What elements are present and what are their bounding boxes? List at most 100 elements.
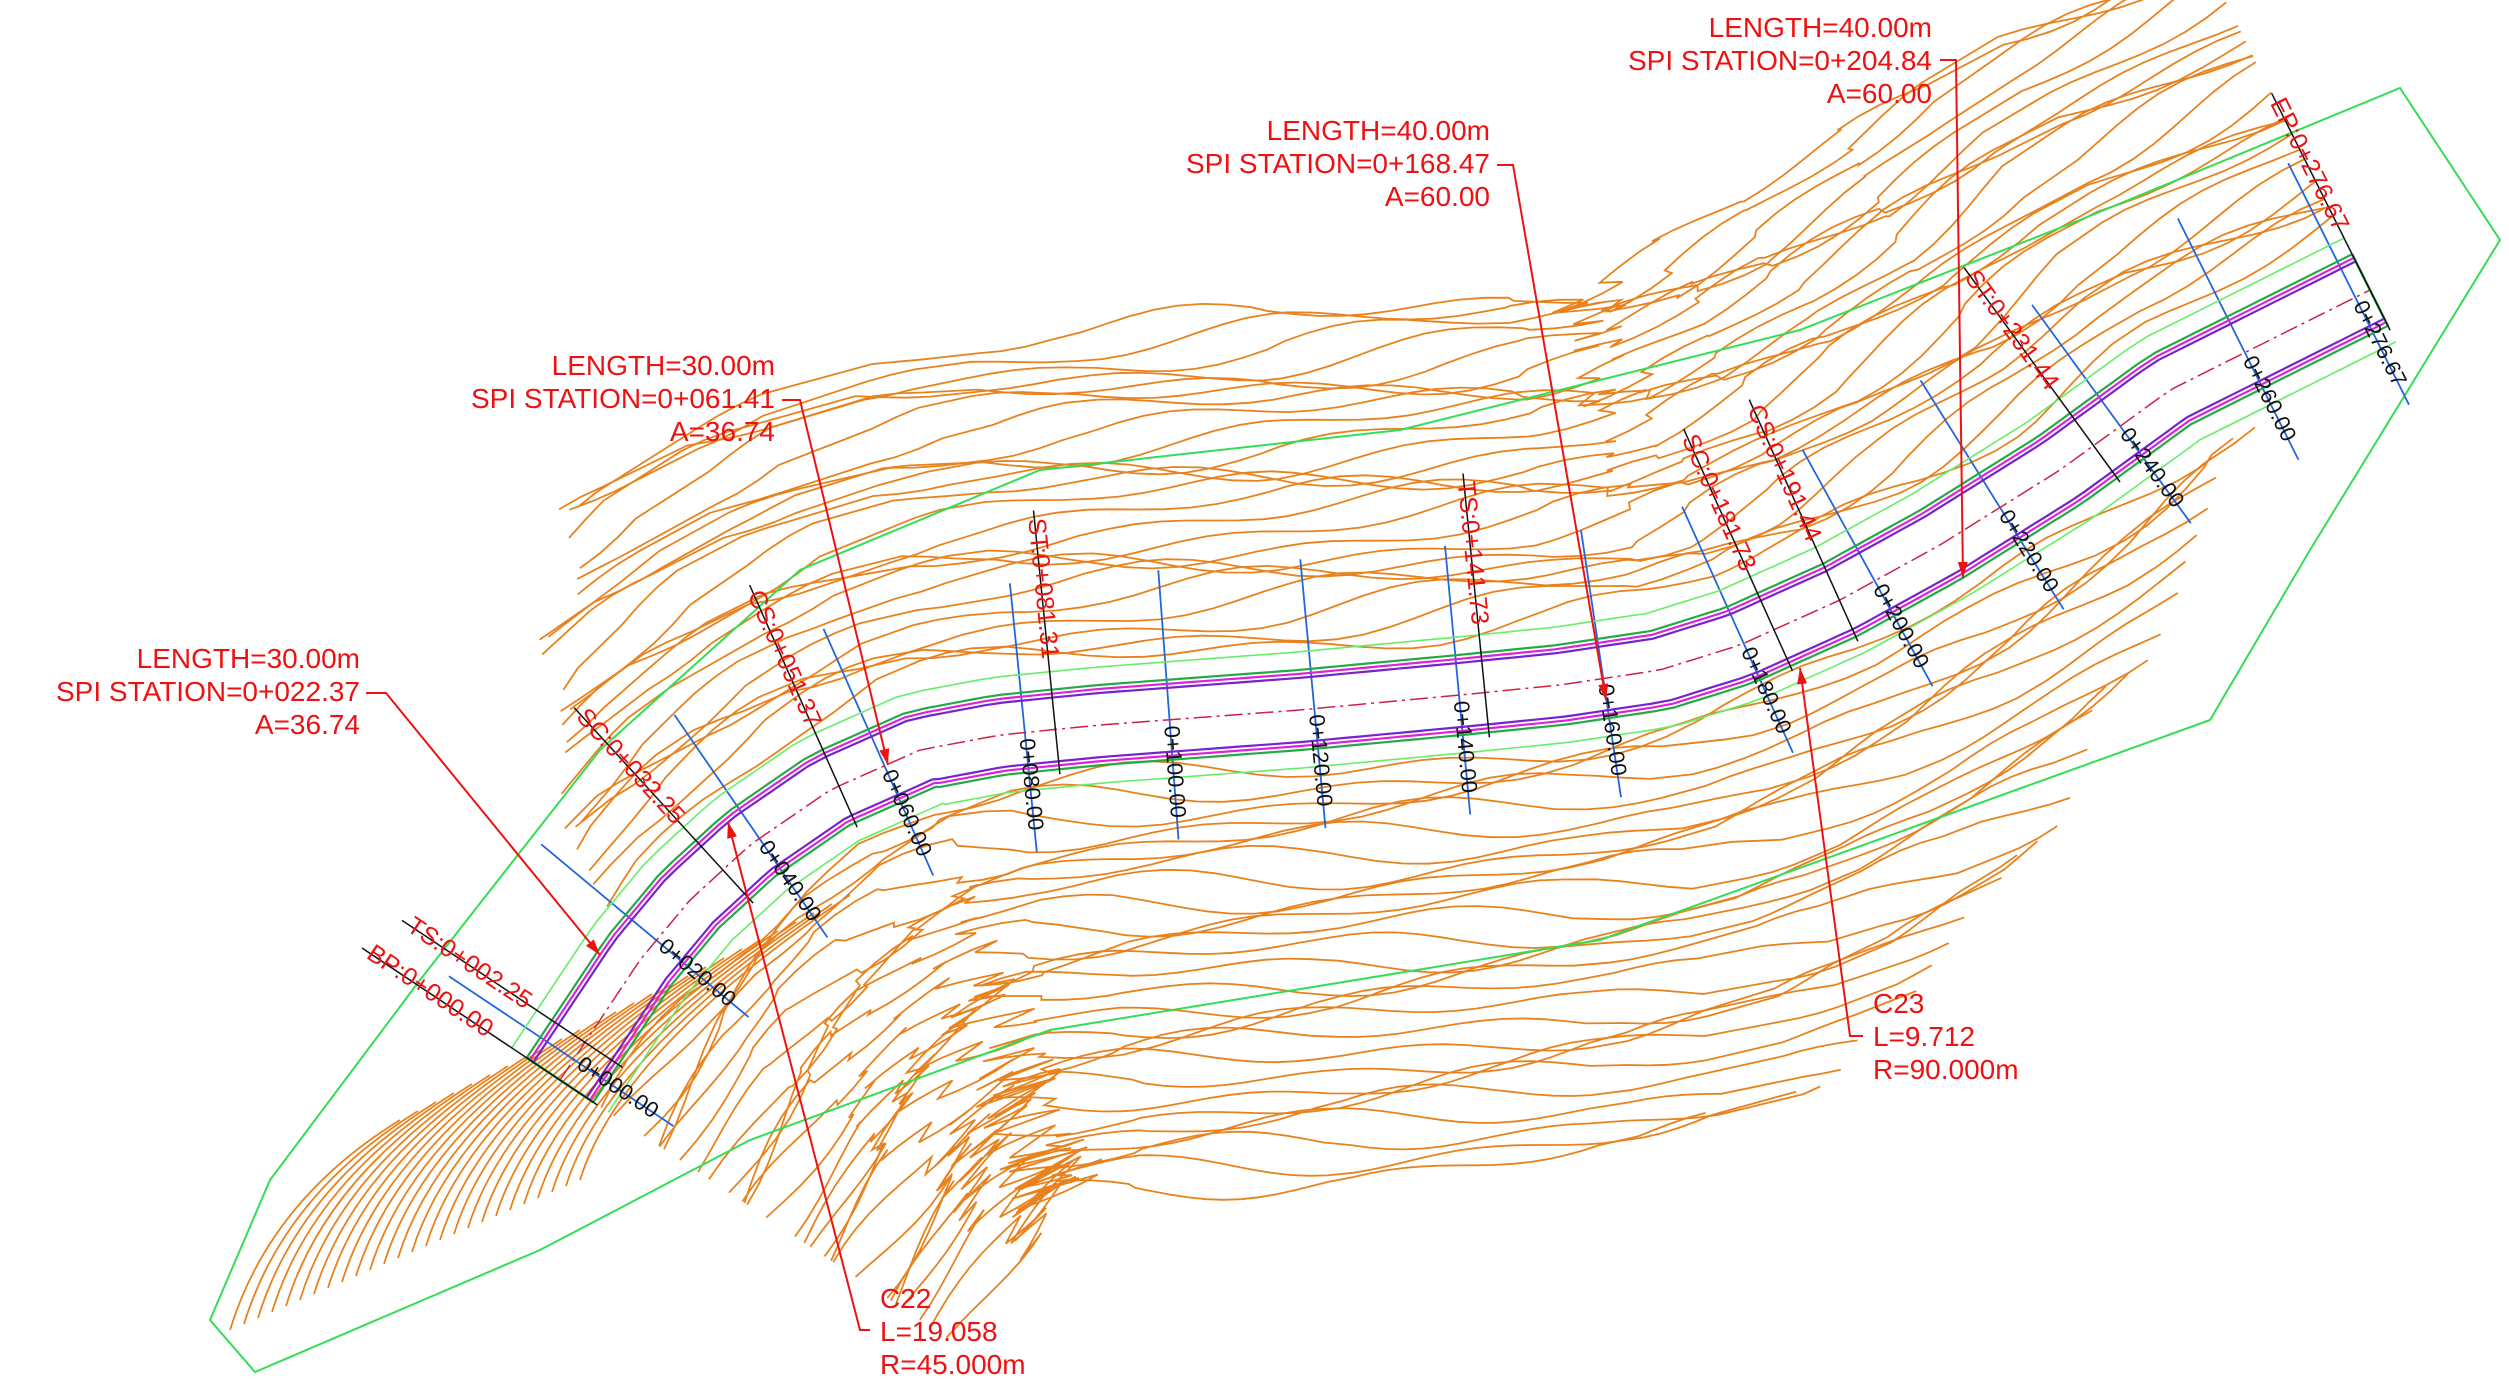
cross-section-line [1299, 559, 1327, 829]
leader-arrowhead [1598, 683, 1609, 700]
contour-line [299, 1074, 491, 1301]
contour-line [425, 993, 653, 1247]
road-edge-line [532, 260, 2357, 1063]
right-of-way-line [511, 237, 2345, 1049]
leader-line [366, 692, 601, 956]
contour-line [579, 894, 851, 1181]
contour-line [243, 1110, 419, 1325]
contour-line [495, 948, 743, 1217]
curve-annotation-c23: C23 L=9.712 R=90.000m [1873, 988, 2019, 1085]
contour-line [568, 0, 2127, 539]
contour-line [453, 975, 689, 1235]
contour-line [541, 54, 2253, 656]
contour-line [886, 964, 1933, 1299]
spiral-3-spi-station: SPI STATION=0+168.47 [1186, 148, 1490, 179]
contour-line [643, 455, 2216, 1137]
station-label: 0+080.00 [1015, 737, 1049, 831]
contour-line [569, 61, 2257, 711]
contour-line [612, 437, 2234, 1117]
contour-line [271, 1092, 455, 1313]
contour-line [565, 903, 833, 1187]
road-edge-line [525, 253, 2353, 1059]
spiral-2-length: LENGTH=30.00m [552, 350, 775, 381]
key-point-line [2270, 92, 2391, 331]
cross-section-line [1801, 449, 1934, 687]
spiral-3-length: LENGTH=40.00m [1267, 115, 1490, 146]
contour-line [581, 148, 2301, 822]
contour-line [369, 1029, 581, 1271]
contour-line [663, 476, 2217, 1150]
contour-line [697, 592, 2179, 1173]
curve-c23-name: C23 [1873, 988, 1924, 1019]
contour-line [577, 0, 2112, 508]
leader-arrowhead [586, 939, 600, 955]
contour-line [411, 1002, 635, 1253]
leader-arrowhead [1957, 561, 1968, 578]
road-alignment [511, 237, 2397, 1113]
cross-section-line [1444, 545, 1472, 815]
contour-line [832, 916, 1965, 1263]
contour-line [823, 854, 2018, 1257]
spiral-1-length: LENGTH=30.00m [137, 643, 360, 674]
curve-annotation-c22: C22 L=19.058 R=45.000m [880, 1283, 1026, 1380]
spiral-4-a-value: A=60.00 [1827, 78, 1932, 109]
key-point-line [1032, 510, 1061, 775]
contour-line [523, 930, 779, 1205]
cross-section-line [673, 714, 829, 938]
leader-line [1940, 59, 1964, 579]
curve-c23-radius: R=90.000m [1873, 1054, 2019, 1085]
key-point-line [361, 947, 598, 1106]
key-point-line [1963, 267, 2121, 483]
contour-line [560, 91, 2272, 712]
contour-line [579, 0, 2175, 570]
leader-arrowhead [1797, 668, 1808, 685]
contour-line [929, 1090, 1797, 1328]
key-point-line [1748, 399, 1859, 642]
key-point-label: TS:0+141.73 [1452, 480, 1494, 626]
contour-line [728, 659, 2149, 1194]
contour-line [397, 1011, 617, 1259]
contour-line [895, 990, 1917, 1305]
contour-line [945, 1112, 1706, 1339]
key-point-label: EP:0+276.67 [2264, 93, 2354, 235]
road-edge-line [585, 317, 2385, 1099]
contour-line [285, 1083, 473, 1307]
contour-lines [229, 0, 2334, 1339]
contour-line [900, 1068, 1841, 1309]
spiral-2-spi-station: SPI STATION=0+061.41 [471, 383, 775, 414]
cross-section-line [1681, 506, 1794, 754]
cross-section-line [448, 975, 674, 1127]
contour-line [313, 1065, 509, 1295]
contour-line [509, 939, 761, 1211]
contour-line [341, 1047, 545, 1283]
cross-section-line [1009, 583, 1038, 852]
leader-line [1799, 667, 1863, 1037]
contour-line [809, 840, 2039, 1248]
station-labels: 0+000.000+020.000+040.000+060.00 0+080.00… [573, 296, 2412, 1123]
leader-line [727, 821, 870, 1331]
contour-line [257, 1101, 437, 1319]
spiral-annotation-2: LENGTH=30.00m SPI STATION=0+061.41 A=36.… [471, 350, 775, 447]
spiral-4-spi-station: SPI STATION=0+204.84 [1628, 45, 1932, 76]
station-label: 0+000.00 [573, 1051, 664, 1123]
contour-line [561, 119, 2286, 726]
station-label: 0+120.00 [1304, 713, 1338, 807]
curve-c22-name: C22 [880, 1283, 931, 1314]
leader-arrowhead [879, 748, 890, 765]
station-label: 0+140.00 [1449, 700, 1483, 794]
contour-line [592, 198, 2325, 885]
contour-line [327, 1056, 527, 1289]
contour-line [765, 748, 2088, 1219]
contour-line [794, 797, 2071, 1238]
key-point-line [401, 919, 623, 1069]
survey-boundary [208, 86, 2502, 1374]
cross-section-line [1919, 379, 2065, 610]
cross-section-lines [448, 162, 2410, 1127]
contour-line [383, 1020, 599, 1265]
annotation-leaders [366, 59, 1968, 1331]
road-edge-line [589, 321, 2387, 1101]
key-point-line [1683, 428, 1794, 672]
contour-line [854, 942, 1950, 1278]
contour-line [560, 133, 2293, 795]
